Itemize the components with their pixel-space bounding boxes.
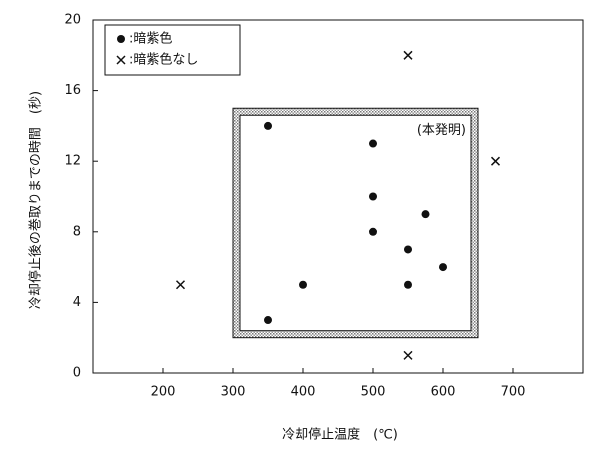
legend-label: :暗紫色 bbox=[129, 31, 172, 47]
point bbox=[404, 351, 412, 359]
region-inner bbox=[240, 115, 471, 330]
point bbox=[492, 157, 500, 165]
y-tick-label: 0 bbox=[73, 366, 81, 381]
point bbox=[404, 245, 412, 253]
chart: 冷却停止温度 (℃) 冷却停止後の巻取りまでの時間 (秒) (本発明) 0 4 8 12… bbox=[0, 0, 606, 465]
point bbox=[369, 228, 377, 236]
y-tick-label: 20 bbox=[64, 13, 81, 28]
x-tick-label: 500 bbox=[361, 385, 386, 400]
y-axis-label: 冷却停止後の巻取りまでの時間 (秒) bbox=[28, 91, 44, 309]
x-tick-label: 200 bbox=[151, 385, 176, 400]
point bbox=[177, 281, 185, 289]
point bbox=[422, 210, 430, 218]
point bbox=[404, 281, 412, 289]
x-tick-label: 600 bbox=[431, 385, 456, 400]
point bbox=[369, 140, 377, 148]
y-tick-label: 16 bbox=[64, 83, 81, 98]
point bbox=[404, 51, 412, 59]
point bbox=[264, 316, 272, 324]
x-axis-label: 冷却停止温度 (℃) bbox=[282, 427, 398, 443]
point bbox=[439, 263, 447, 271]
legend-box bbox=[105, 25, 240, 75]
point bbox=[299, 281, 307, 289]
point bbox=[264, 122, 272, 130]
region-label: (本発明) bbox=[417, 123, 466, 138]
y-tick-label: 8 bbox=[73, 224, 81, 239]
x-tick-label: 700 bbox=[501, 385, 526, 400]
x-tick-label: 300 bbox=[221, 385, 246, 400]
legend-label: :暗紫色なし bbox=[129, 52, 198, 68]
x-tick-label: 400 bbox=[291, 385, 316, 400]
y-tick-label: 4 bbox=[73, 295, 81, 310]
y-tick-label: 12 bbox=[64, 154, 81, 169]
point bbox=[369, 193, 377, 201]
legend-marker bbox=[117, 35, 125, 43]
